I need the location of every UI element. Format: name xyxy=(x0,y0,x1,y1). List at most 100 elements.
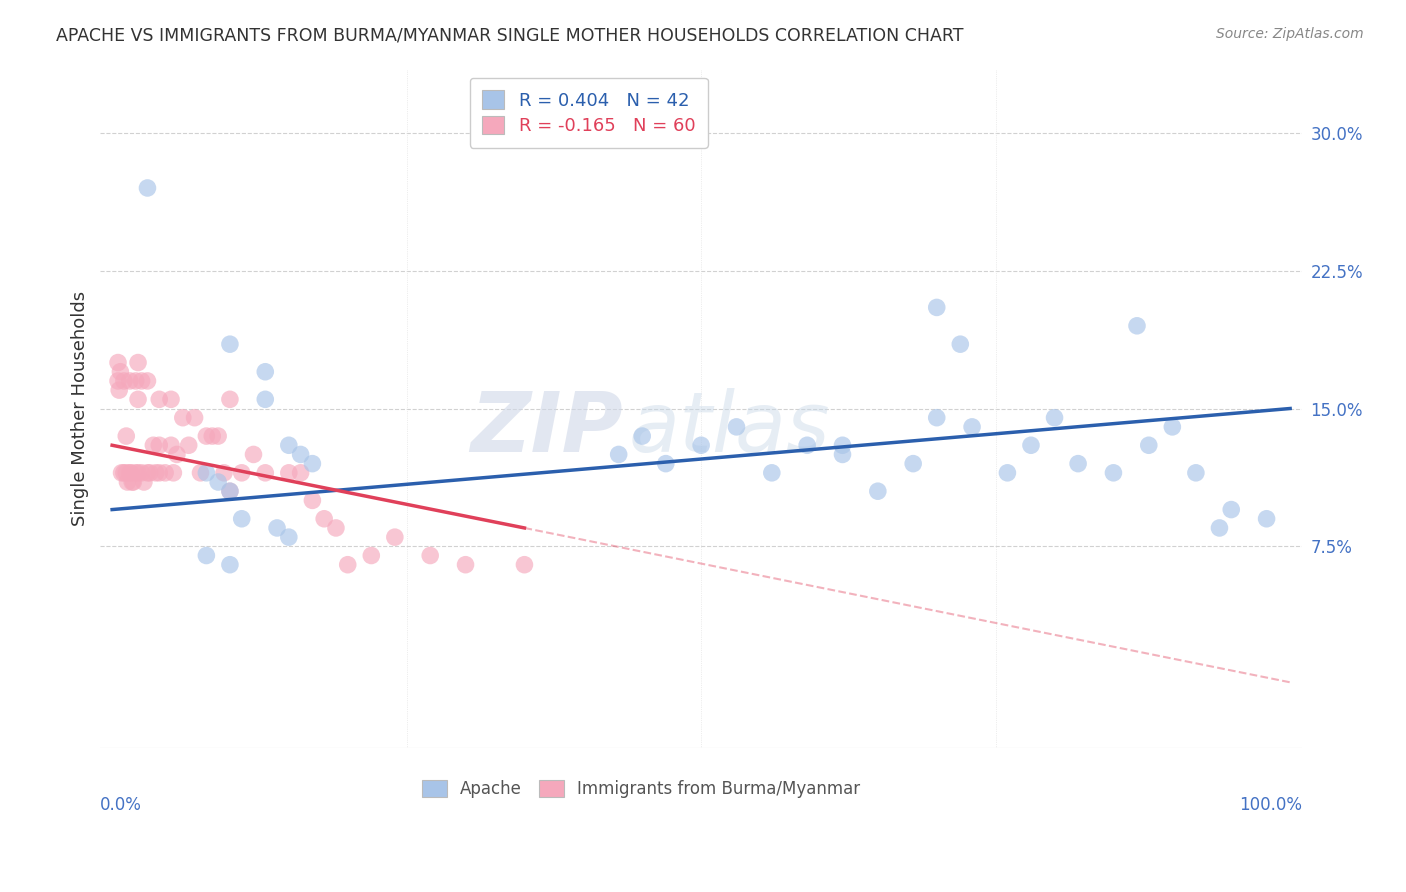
Text: 0.0%: 0.0% xyxy=(100,796,142,814)
Point xyxy=(266,521,288,535)
Point xyxy=(207,429,229,443)
Point xyxy=(690,438,713,452)
Point xyxy=(136,466,159,480)
Point xyxy=(301,493,323,508)
Point xyxy=(901,457,924,471)
Point xyxy=(231,466,253,480)
Point xyxy=(110,365,132,379)
Point xyxy=(254,392,277,407)
Point xyxy=(1256,512,1278,526)
Point xyxy=(1185,466,1208,480)
Point xyxy=(384,530,406,544)
Point xyxy=(301,457,323,471)
Point xyxy=(1019,438,1042,452)
Point xyxy=(115,466,138,480)
Point xyxy=(631,429,654,443)
Point xyxy=(1126,318,1149,333)
Point xyxy=(190,466,212,480)
Point xyxy=(107,355,129,369)
Point xyxy=(195,549,218,563)
Text: APACHE VS IMMIGRANTS FROM BURMA/MYANMAR SINGLE MOTHER HOUSEHOLDS CORRELATION CHA: APACHE VS IMMIGRANTS FROM BURMA/MYANMAR … xyxy=(56,27,963,45)
Point xyxy=(290,447,312,461)
Point xyxy=(219,392,242,407)
Point xyxy=(219,558,242,572)
Point xyxy=(277,438,299,452)
Point xyxy=(136,374,159,388)
Point xyxy=(108,383,131,397)
Point xyxy=(115,429,138,443)
Point xyxy=(277,466,299,480)
Point xyxy=(207,475,229,489)
Point xyxy=(866,484,889,499)
Point xyxy=(160,392,183,407)
Text: ZIP: ZIP xyxy=(471,388,623,469)
Point xyxy=(242,447,264,461)
Point xyxy=(201,429,224,443)
Point xyxy=(960,420,983,434)
Point xyxy=(607,447,630,461)
Point xyxy=(761,466,783,480)
Point xyxy=(162,466,184,480)
Point xyxy=(277,530,299,544)
Point xyxy=(1220,502,1243,516)
Point xyxy=(254,365,277,379)
Point xyxy=(127,392,149,407)
Point xyxy=(127,466,149,480)
Point xyxy=(796,438,818,452)
Point xyxy=(1043,410,1066,425)
Point xyxy=(325,521,347,535)
Point xyxy=(1137,438,1160,452)
Point xyxy=(212,466,235,480)
Point xyxy=(118,374,141,388)
Point xyxy=(513,558,536,572)
Point xyxy=(725,420,748,434)
Point xyxy=(219,484,242,499)
Point xyxy=(177,438,200,452)
Text: 100.0%: 100.0% xyxy=(1239,796,1302,814)
Point xyxy=(131,374,153,388)
Point xyxy=(336,558,359,572)
Point xyxy=(118,466,141,480)
Point xyxy=(110,466,132,480)
Point xyxy=(139,466,162,480)
Point xyxy=(454,558,477,572)
Text: atlas: atlas xyxy=(628,388,831,469)
Point xyxy=(125,374,148,388)
Text: Source: ZipAtlas.com: Source: ZipAtlas.com xyxy=(1216,27,1364,41)
Point xyxy=(148,438,170,452)
Point xyxy=(925,301,948,315)
Point xyxy=(655,457,678,471)
Point xyxy=(160,438,183,452)
Point xyxy=(136,181,159,195)
Point xyxy=(166,447,188,461)
Point xyxy=(122,475,145,489)
Point xyxy=(419,549,441,563)
Point xyxy=(127,355,149,369)
Point xyxy=(142,438,165,452)
Point xyxy=(219,337,242,351)
Point xyxy=(219,484,242,499)
Point xyxy=(925,410,948,425)
Point xyxy=(831,438,853,452)
Point xyxy=(148,392,170,407)
Point xyxy=(153,466,176,480)
Point xyxy=(254,466,277,480)
Point xyxy=(131,466,153,480)
Point xyxy=(132,475,155,489)
Legend: Apache, Immigrants from Burma/Myanmar: Apache, Immigrants from Burma/Myanmar xyxy=(412,770,870,808)
Point xyxy=(949,337,972,351)
Point xyxy=(360,549,382,563)
Point xyxy=(1208,521,1230,535)
Y-axis label: Single Mother Households: Single Mother Households xyxy=(72,291,89,526)
Point xyxy=(231,512,253,526)
Point xyxy=(1161,420,1184,434)
Point xyxy=(1067,457,1090,471)
Point xyxy=(107,374,129,388)
Point xyxy=(117,475,139,489)
Point xyxy=(112,374,135,388)
Point xyxy=(195,466,218,480)
Point xyxy=(148,466,170,480)
Point xyxy=(121,475,143,489)
Point xyxy=(290,466,312,480)
Point xyxy=(172,410,194,425)
